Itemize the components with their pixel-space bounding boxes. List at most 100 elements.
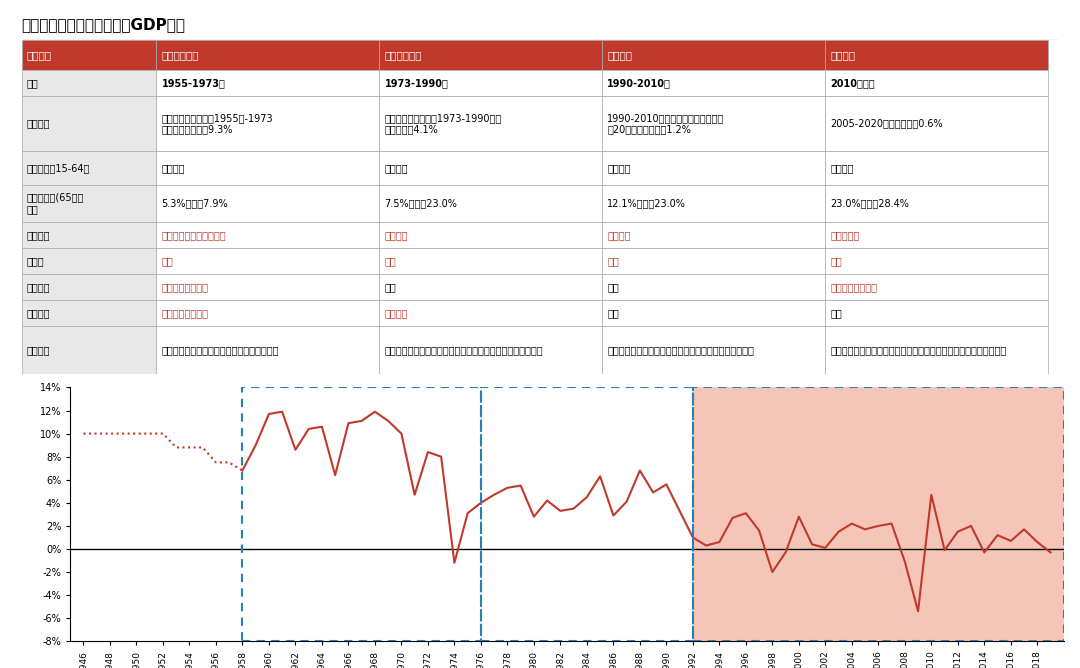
Text: 人口微增: 人口微增: [384, 163, 408, 173]
FancyBboxPatch shape: [603, 40, 825, 69]
FancyBboxPatch shape: [157, 185, 379, 222]
FancyBboxPatch shape: [379, 248, 603, 274]
FancyBboxPatch shape: [379, 326, 603, 374]
FancyBboxPatch shape: [825, 326, 1048, 374]
FancyBboxPatch shape: [825, 40, 1048, 69]
FancyBboxPatch shape: [825, 96, 1048, 152]
FancyBboxPatch shape: [22, 152, 157, 185]
Text: 福祉元年: 福祉元年: [384, 230, 408, 240]
Text: 医疗保险: 医疗保险: [27, 308, 51, 318]
Text: 稳定经济增长: 稳定经济增长: [384, 50, 422, 60]
FancyBboxPatch shape: [22, 185, 157, 222]
FancyBboxPatch shape: [603, 326, 825, 374]
Text: 安倍经济学: 安倍经济学: [831, 230, 860, 240]
Text: 全民医疗保险覆盖: 全民医疗保险覆盖: [162, 308, 208, 318]
FancyBboxPatch shape: [157, 69, 379, 96]
Text: 人口增加: 人口增加: [162, 163, 185, 173]
Text: 5.3%上升到7.9%: 5.3%上升到7.9%: [162, 198, 228, 208]
Text: 中高端消费环境好转，但经过两次消费税增税后，消费意愿重回低迷: 中高端消费环境好转，但经过两次消费税增税后，消费意愿重回低迷: [831, 345, 1007, 355]
FancyBboxPatch shape: [379, 274, 603, 300]
Text: 1990-2010年: 1990-2010年: [607, 77, 672, 88]
Text: 年金改革: 年金改革: [607, 230, 631, 240]
FancyBboxPatch shape: [379, 185, 603, 222]
FancyBboxPatch shape: [825, 222, 1048, 248]
Text: 增负: 增负: [607, 308, 619, 318]
Text: 无品牌倾向，朴素倾向，休闲倾向，日本倾向，本土倾向: 无品牌倾向，朴素倾向，休闲倾向，日本倾向，本土倾向: [607, 345, 754, 355]
FancyBboxPatch shape: [157, 40, 379, 69]
Text: 经济高速增长阶段（1955年-1973
年），实际增长率9.3%: 经济高速增长阶段（1955年-1973 年），实际增长率9.3%: [162, 113, 273, 134]
Text: 增负: 增负: [607, 282, 619, 292]
FancyBboxPatch shape: [22, 222, 157, 248]
FancyBboxPatch shape: [603, 248, 825, 274]
FancyBboxPatch shape: [825, 185, 1048, 222]
Text: 增税: 增税: [831, 256, 842, 266]
Text: 7.5%上升到23.0%: 7.5%上升到23.0%: [384, 198, 457, 208]
FancyBboxPatch shape: [825, 69, 1048, 96]
Text: 时间: 时间: [27, 77, 39, 88]
Text: 劳动人口（15-64岁: 劳动人口（15-64岁: [27, 163, 90, 173]
FancyBboxPatch shape: [22, 96, 157, 152]
FancyBboxPatch shape: [22, 248, 157, 274]
Text: 1990-2010年，泡沫破灭，陷入失去
的20年，实际增长率1.2%: 1990-2010年，泡沫破灭，陷入失去 的20年，实际增长率1.2%: [607, 113, 725, 134]
Bar: [481, 387, 693, 641]
Text: 消费趋势: 消费趋势: [27, 345, 51, 355]
FancyBboxPatch shape: [22, 300, 157, 326]
Text: 12.1%上升到23.0%: 12.1%上升到23.0%: [607, 198, 686, 208]
Text: 个性化，多样化，差异化，品牌倾向，大城市倾向，欧式倾向: 个性化，多样化，差异化，品牌倾向，大城市倾向，欧式倾向: [384, 345, 543, 355]
Text: 增负: 增负: [384, 282, 396, 292]
FancyBboxPatch shape: [22, 274, 157, 300]
Text: 减税: 减税: [384, 256, 396, 266]
Text: 所得税: 所得税: [27, 256, 44, 266]
FancyBboxPatch shape: [22, 69, 157, 96]
Text: 经济企稳: 经济企稳: [831, 50, 855, 60]
Text: 减税: 减税: [162, 256, 173, 266]
FancyBboxPatch shape: [603, 222, 825, 248]
Text: 2005-2020年实际增长率0.6%: 2005-2020年实际增长率0.6%: [831, 119, 943, 128]
Text: 全民养老保险覆盖: 全民养老保险覆盖: [162, 282, 208, 292]
Text: 发展阶段: 发展阶段: [27, 50, 52, 60]
FancyBboxPatch shape: [603, 274, 825, 300]
Text: 养老保险: 养老保险: [27, 282, 51, 292]
FancyBboxPatch shape: [379, 69, 603, 96]
FancyBboxPatch shape: [603, 152, 825, 185]
Text: 人口减少: 人口减少: [607, 163, 631, 173]
FancyBboxPatch shape: [825, 274, 1048, 300]
Text: 高速经济增长: 高速经济增长: [162, 50, 199, 60]
FancyBboxPatch shape: [379, 222, 603, 248]
Text: 减负失败: 减负失败: [384, 308, 408, 318]
FancyBboxPatch shape: [157, 326, 379, 374]
Text: 经济背景: 经济背景: [27, 119, 51, 128]
Bar: [693, 387, 1064, 641]
FancyBboxPatch shape: [603, 96, 825, 152]
Bar: [242, 387, 481, 641]
Text: 日本经济发展的四个阶段及GDP增速: 日本经济发展的四个阶段及GDP增速: [22, 17, 186, 33]
Text: 23.0%上升到28.4%: 23.0%上升到28.4%: [831, 198, 909, 208]
Text: 政治导向: 政治导向: [27, 230, 51, 240]
FancyBboxPatch shape: [157, 96, 379, 152]
FancyBboxPatch shape: [825, 300, 1048, 326]
FancyBboxPatch shape: [22, 326, 157, 374]
Text: 老年人比例(65岁以
上）: 老年人比例(65岁以 上）: [27, 192, 84, 214]
FancyBboxPatch shape: [22, 40, 157, 69]
FancyBboxPatch shape: [603, 185, 825, 222]
FancyBboxPatch shape: [379, 300, 603, 326]
Text: 增负: 增负: [831, 308, 842, 318]
FancyBboxPatch shape: [825, 248, 1048, 274]
Text: 2010年至今: 2010年至今: [831, 77, 875, 88]
FancyBboxPatch shape: [379, 152, 603, 185]
FancyBboxPatch shape: [825, 152, 1048, 185]
FancyBboxPatch shape: [379, 96, 603, 152]
FancyBboxPatch shape: [379, 40, 603, 69]
FancyBboxPatch shape: [157, 222, 379, 248]
Text: 经济衰退: 经济衰退: [607, 50, 633, 60]
FancyBboxPatch shape: [157, 274, 379, 300]
FancyBboxPatch shape: [603, 300, 825, 326]
Text: 大量生产，大量消费，大城市倾向，美式倾向: 大量生产，大量消费，大城市倾向，美式倾向: [162, 345, 279, 355]
FancyBboxPatch shape: [157, 248, 379, 274]
Text: 生产至上，倡导资本积累: 生产至上，倡导资本积累: [162, 230, 226, 240]
Text: 减税: 减税: [607, 256, 619, 266]
FancyBboxPatch shape: [157, 152, 379, 185]
Text: 人口减少: 人口减少: [831, 163, 854, 173]
FancyBboxPatch shape: [157, 300, 379, 326]
Text: 经济低速增长阶段（1973-1990年）
实际增长率4.1%: 经济低速增长阶段（1973-1990年） 实际增长率4.1%: [384, 113, 502, 134]
